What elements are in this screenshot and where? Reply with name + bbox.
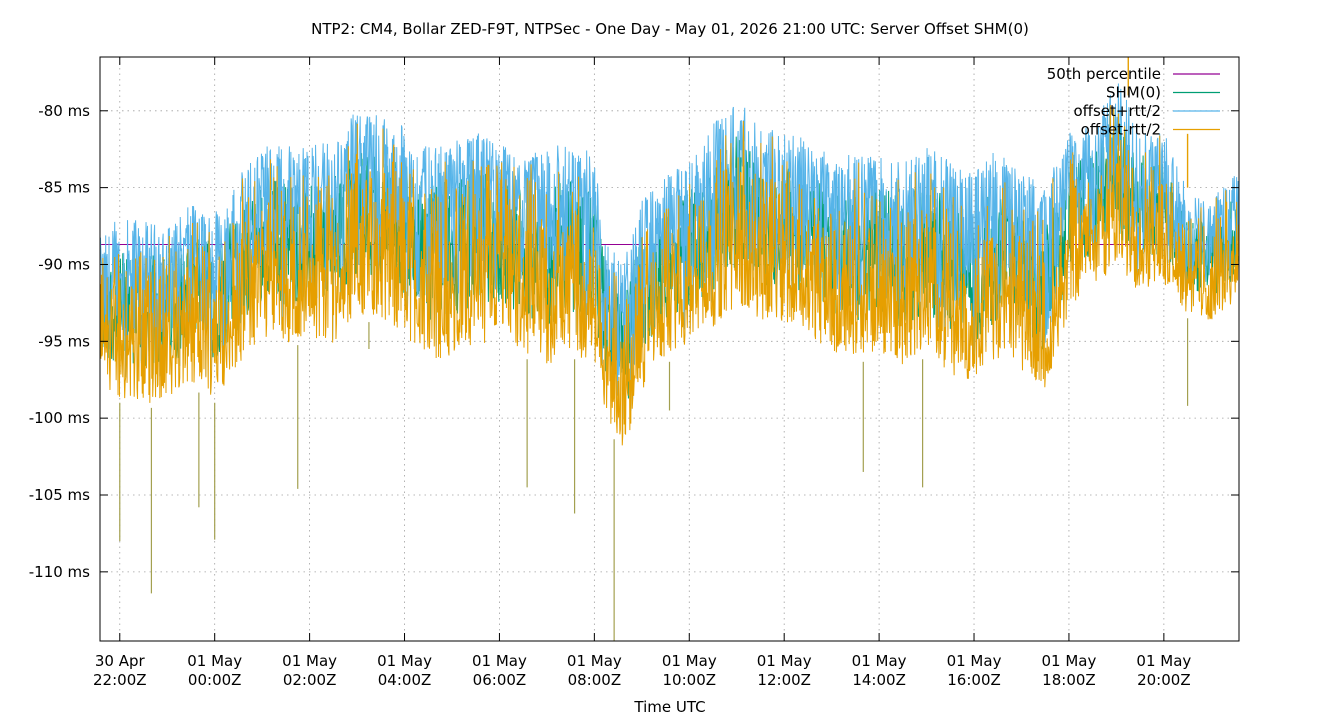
x-tick-label-date: 01 May (282, 652, 337, 670)
x-tick-label-time: 08:00Z (568, 671, 622, 689)
x-axis-label: Time UTC (633, 698, 705, 716)
legend-label: 50th percentile (1047, 65, 1161, 83)
x-tick-label-date: 01 May (187, 652, 242, 670)
x-tick-label-time: 14:00Z (852, 671, 906, 689)
x-tick-label-time: 06:00Z (473, 671, 527, 689)
x-tick-label-date: 01 May (662, 652, 717, 670)
x-tick-label-date: 01 May (1042, 652, 1097, 670)
legend-label: offset+rtt/2 (1073, 102, 1161, 120)
y-tick-label: -100 ms (29, 409, 90, 427)
x-tick-label-time: 02:00Z (283, 671, 337, 689)
y-tick-label: -95 ms (38, 332, 90, 350)
offset-plus-rtt-series-line (100, 83, 1239, 419)
offset-minus-rtt-series-line (100, 105, 1239, 446)
x-tick-label-time: 00:00Z (188, 671, 242, 689)
y-tick-label: -85 ms (38, 179, 90, 197)
x-tick-label-date: 01 May (472, 652, 527, 670)
x-tick-label-date: 01 May (757, 652, 812, 670)
y-tick-label: -90 ms (38, 255, 90, 273)
x-tick-label-date: 30 Apr (95, 652, 146, 670)
x-tick-label-time: 16:00Z (947, 671, 1001, 689)
x-tick-label-time: 20:00Z (1137, 671, 1191, 689)
x-tick-label-time: 12:00Z (757, 671, 811, 689)
y-tick-label: -80 ms (38, 102, 90, 120)
axis-ticks: -80 ms -85 ms -90 ms -95 ms -100 ms -105 ms -1… (29, 57, 1239, 689)
x-tick-label-date: 01 May (852, 652, 907, 670)
y-tick-label: -110 ms (29, 563, 90, 581)
legend-label: offset-rtt/2 (1081, 121, 1161, 139)
x-tick-label-date: 01 May (377, 652, 432, 670)
legend-label: SHM(0) (1106, 84, 1161, 102)
legend: 50th percentileSHM(0)offset+rtt/2offset-… (1047, 65, 1220, 139)
x-tick-label-time: 18:00Z (1042, 671, 1096, 689)
x-tick-label-date: 01 May (947, 652, 1002, 670)
x-tick-label-time: 22:00Z (93, 671, 147, 689)
y-tick-label: -105 ms (29, 486, 90, 504)
x-tick-label-time: 04:00Z (378, 671, 432, 689)
x-tick-label-time: 10:00Z (663, 671, 717, 689)
x-tick-label-date: 01 May (567, 652, 622, 670)
x-tick-label-date: 01 May (1136, 652, 1191, 670)
chart-title: NTP2: CM4, Bollar ZED-F9T, NTPSec - One … (311, 20, 1029, 38)
plot-border (99, 56, 1240, 642)
data-series (100, 57, 1239, 641)
